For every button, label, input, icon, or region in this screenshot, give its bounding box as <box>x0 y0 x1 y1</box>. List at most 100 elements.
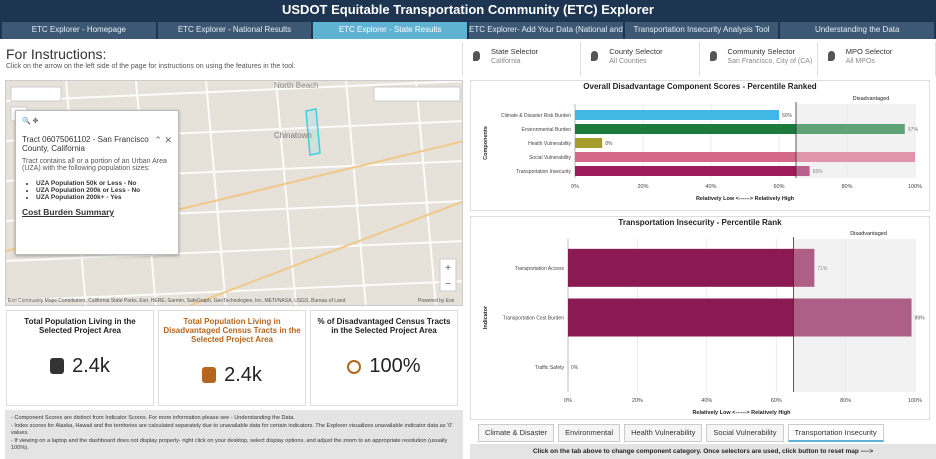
popup-list: UZA Population 50k or Less - NoUZA Popul… <box>22 180 172 201</box>
selector-value: All Counties <box>609 58 647 65</box>
y-tick-label: Environmental Burden <box>522 127 572 133</box>
bar <box>575 124 905 134</box>
kpi-card: Total Population Living in the Selected … <box>6 310 154 406</box>
y-tick-label: Health Vulnerability <box>528 141 571 147</box>
component-tab[interactable]: Environmental <box>558 424 621 442</box>
selector-value: California <box>491 58 521 65</box>
chart-title: Overall Disadvantage Component Scores - … <box>583 82 817 91</box>
nav-tab[interactable]: ETC Explorer- Add Your Data (National an… <box>469 22 623 39</box>
nav-tab[interactable]: Transportation Insecurity Analysis Tool <box>624 22 779 39</box>
popup-close[interactable]: ⌃ ✕ <box>154 135 172 145</box>
value-label: 97% <box>908 127 919 133</box>
y-axis-label: Indicator <box>483 305 489 329</box>
selector-icon <box>709 51 717 61</box>
value-label: 60% <box>782 113 793 119</box>
selector-value: San Francisco, City of (CA) <box>727 58 813 65</box>
selector-label: Community Selector <box>727 47 796 56</box>
x-tick-label: 100% <box>908 398 922 404</box>
x-tick-label: 60% <box>771 398 782 404</box>
selector-bar: State Selector California County Selector A… <box>462 42 936 76</box>
selector[interactable]: State Selector California <box>463 42 582 76</box>
chart-title: Transportation Insecurity - Percentile R… <box>618 218 782 227</box>
kpi-value: 2.4k <box>224 364 262 386</box>
x-axis-label: Relatively Low <------> Relatively High <box>696 196 795 202</box>
popup-item: UZA Population 50k or Less - No <box>36 180 172 187</box>
map-attribution: Esri Community Maps Contributors, Califo… <box>8 298 346 304</box>
selector-icon <box>591 51 599 61</box>
popup-item: UZA Population 200k or Less - No <box>36 187 172 194</box>
x-tick-label: 20% <box>632 398 643 404</box>
y-tick-label: Transportation Cost Burden <box>503 316 564 322</box>
popup-link[interactable]: Cost Burden Summary <box>22 207 115 217</box>
bar <box>575 166 810 176</box>
map-powered: Powered by Esri <box>418 298 455 304</box>
x-tick-label: 40% <box>701 398 712 404</box>
y-tick-label: Transportation Access <box>515 266 565 272</box>
note-line: - If viewing on a laptop and the dashboa… <box>11 437 448 452</box>
kpi-title: % of Disadvantaged Census Tracts in the … <box>317 317 451 335</box>
instructions-title: For Instructions: <box>6 46 107 62</box>
selector-icon <box>827 51 835 61</box>
x-tick-label: 40% <box>705 184 716 190</box>
disadvantaged-region <box>796 104 915 178</box>
nav-tab[interactable]: ETC Explorer - National Results <box>157 22 312 39</box>
tab-bar: ETC Explorer - Homepage ETC Explorer - Na… <box>0 20 936 39</box>
selector-label: MPO Selector <box>845 47 893 56</box>
threshold-label: Disadvantaged <box>850 231 887 237</box>
component-tab[interactable]: Social Vulnerability <box>706 424 784 442</box>
value-label: 71% <box>817 266 828 272</box>
nav-tab[interactable]: ETC Explorer - Homepage <box>2 22 156 39</box>
kpi-icon <box>50 358 65 374</box>
selector-label: County Selector <box>609 47 663 56</box>
kpi-title: Total Population Living in the Selected … <box>24 317 136 335</box>
nav-tab[interactable]: Understanding the Data <box>780 22 935 39</box>
value-label: 69% <box>813 169 824 175</box>
svg-text:−: − <box>445 279 451 290</box>
x-tick-label: 20% <box>637 184 648 190</box>
map-popup: 🔍 ✥ ⌃ ✕ Tract 06075061102 - San Francisc… <box>15 110 179 255</box>
threshold-label: Disadvantaged <box>853 96 890 102</box>
y-axis-label: Components <box>483 126 489 160</box>
y-tick-label: Climate & Disaster Risk Burden <box>501 113 571 119</box>
x-tick-label: 60% <box>773 184 784 190</box>
value-label: 99% <box>915 316 926 322</box>
svg-text:+: + <box>445 263 451 274</box>
note-line: - Component Scores are distinct from Ind… <box>11 415 295 421</box>
component-tab[interactable]: Climate & Disaster <box>478 424 555 442</box>
selector-value: All MPOs <box>845 58 875 65</box>
selector-icon <box>473 51 480 61</box>
bar <box>575 138 603 148</box>
value-label: 8% <box>605 141 613 147</box>
selector[interactable]: Community Selector San Francisco, City of… <box>700 42 818 76</box>
chart-panel <box>470 80 930 211</box>
bar <box>568 248 815 287</box>
footer-text: Click on the tab above to change compone… <box>470 444 936 459</box>
kpi-title: Total Population Living in Disadvantaged… <box>163 317 301 344</box>
disadvantaged-tint <box>793 239 915 392</box>
x-tick-label: 0% <box>571 184 579 190</box>
kpi-card: Total Population Living in Disadvantaged… <box>158 310 306 406</box>
x-tick-label: 80% <box>840 398 851 404</box>
component-tab[interactable]: Health Vulnerability <box>624 424 703 442</box>
bar <box>575 110 779 120</box>
x-tick-label: 0% <box>564 398 572 404</box>
selector[interactable]: MPO Selector All MPOs <box>818 42 936 76</box>
x-axis-label: Relatively Low <------> Relatively High <box>692 410 791 416</box>
bar <box>575 152 915 162</box>
disadvantaged-tint <box>796 104 915 178</box>
y-tick-label: Traffic Safety <box>535 365 565 371</box>
x-tick-label: 100% <box>908 184 922 190</box>
popup-title: Tract 06075061102 - San Francisco County… <box>22 135 149 153</box>
component-tab[interactable]: Transportation Insecurity <box>787 424 884 442</box>
header-title: USDOT Equitable Transportation Community… <box>0 0 936 20</box>
popup-item: UZA Population 200k+ - Yes <box>36 194 172 201</box>
kpi-icon <box>347 360 362 374</box>
kpi-value-row: 100% <box>311 355 457 378</box>
selector[interactable]: County Selector All Counties <box>581 42 700 76</box>
nav-tab[interactable]: ETC Explorer - State Results <box>313 22 468 39</box>
y-tick-label: Transportation Insecurity <box>516 169 571 175</box>
kpi-value: 100% <box>369 355 421 377</box>
kpi-value: 2.4k <box>72 355 110 377</box>
popup-icons: 🔍 ✥ <box>22 118 39 125</box>
component-tabs: Climate & Disaster Environmental Health Vu… <box>478 424 884 442</box>
